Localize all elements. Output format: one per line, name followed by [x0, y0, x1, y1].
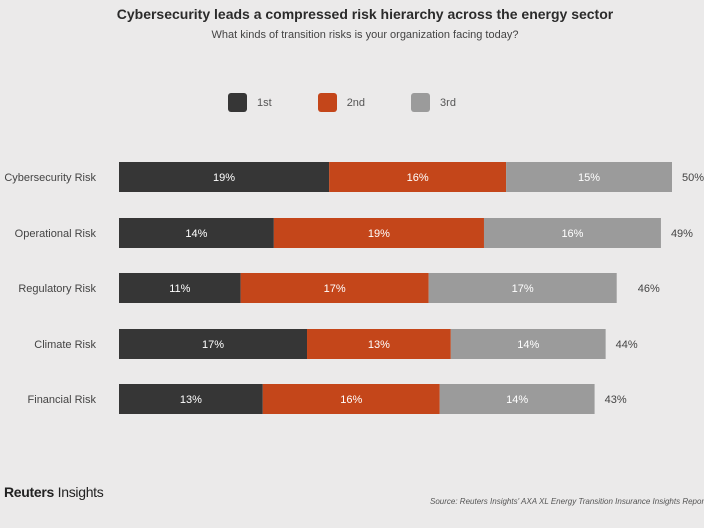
- legend-item-3rd: 3rd: [411, 93, 456, 112]
- data-label: 13%: [368, 339, 390, 351]
- data-label: 16%: [340, 394, 362, 406]
- data-label: 14%: [185, 228, 207, 240]
- total-label: 46%: [638, 283, 660, 295]
- bar-segment: [483, 218, 661, 248]
- data-label: 17%: [324, 283, 346, 295]
- chart-title: Cybersecurity leads a compressed risk hi…: [116, 6, 614, 22]
- category-label: Regulatory Risk: [18, 283, 96, 295]
- data-label: 17%: [512, 283, 534, 295]
- bar-segment: [329, 162, 507, 192]
- data-label: 14%: [517, 339, 539, 351]
- bar-segment: [506, 162, 672, 192]
- bar-segment: [119, 384, 263, 414]
- bar-segment: [119, 273, 241, 303]
- data-label: 16%: [561, 228, 583, 240]
- bar-segment: [273, 218, 484, 248]
- category-label: Climate Risk: [34, 339, 96, 351]
- bar-segment: [439, 384, 595, 414]
- chart-subtitle: What kinds of transition risks is your o…: [211, 29, 519, 41]
- legend-item-2nd: 2nd: [317, 93, 366, 112]
- bar-segment: [428, 273, 617, 303]
- bar-segment: [119, 162, 330, 192]
- data-label: 19%: [213, 172, 235, 184]
- bar-segment: [119, 329, 308, 359]
- data-label: 11%: [169, 283, 190, 295]
- bar-segment: [262, 384, 440, 414]
- total-label: 49%: [671, 228, 693, 240]
- total-label: 43%: [605, 394, 627, 406]
- legend-swatch: [228, 93, 247, 112]
- bar-segment: [119, 218, 274, 248]
- reuters-insights-logo: Reuters Insights: [4, 484, 104, 500]
- data-label: 14%: [506, 394, 528, 406]
- total-label: 44%: [616, 339, 638, 351]
- category-label: Financial Risk: [28, 394, 97, 406]
- source-note: Source: Reuters Insights' AXA XL Energy …: [430, 497, 704, 506]
- bar-segment: [307, 329, 451, 359]
- bar-segment: [240, 273, 429, 303]
- legend: 1st 2nd 3rd: [228, 93, 502, 112]
- bar-segment: [450, 329, 606, 359]
- data-label: 19%: [368, 228, 390, 240]
- legend-label: 2nd: [346, 96, 366, 109]
- legend-swatch: [411, 93, 431, 112]
- data-label: 16%: [407, 172, 429, 184]
- logo-light: Insights: [57, 484, 104, 500]
- data-label: 15%: [578, 172, 600, 184]
- legend-label: 3rd: [440, 96, 456, 109]
- category-label: Operational Risk: [15, 228, 97, 240]
- legend-swatch: [317, 93, 337, 112]
- legend-label: 1st: [257, 96, 272, 109]
- data-label: 17%: [202, 339, 224, 351]
- total-label: 50%: [682, 172, 704, 184]
- data-label: 13%: [180, 394, 202, 406]
- legend-item-1st: 1st: [228, 93, 272, 112]
- logo-bold: Reuters: [4, 484, 55, 500]
- category-label: Cybersecurity Risk: [4, 172, 96, 184]
